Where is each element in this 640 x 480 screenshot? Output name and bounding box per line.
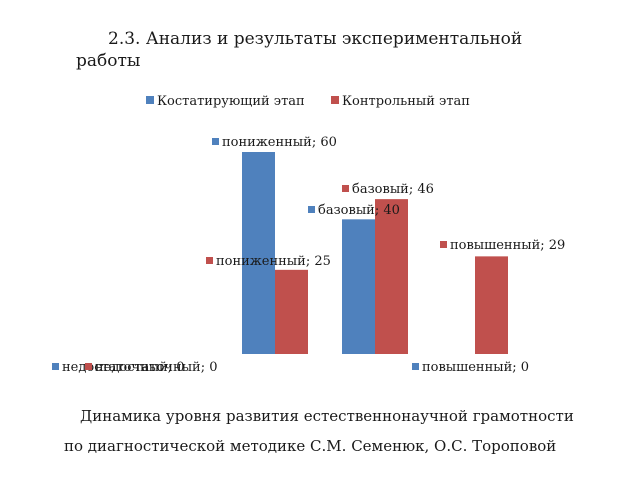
chart-legend: Костатирующий этап Контрольный этап: [146, 94, 470, 109]
data-label-text: базовый; 40: [318, 203, 400, 218]
data-label-text: базовый; 46: [352, 182, 434, 197]
data-label-базовый-series-2: базовый; 46: [342, 182, 434, 197]
data-label-text: повышенный; 29: [450, 238, 565, 253]
data-label-text: недостаточный; 0: [95, 360, 217, 375]
data-label-пониженный-series-1: пониженный; 60: [212, 135, 337, 150]
data-label-недостаточный-series-2: недостаточный; 0: [85, 360, 217, 375]
bar-пониженный-series-2: [275, 269, 308, 354]
data-label-marker: [412, 363, 419, 370]
chart-data-labels: недостаточный; 0 пониженный; 60 базовый; 4…: [52, 135, 565, 375]
data-label-marker: [342, 185, 349, 192]
bar-повышенный-series-2: [475, 256, 508, 354]
data-label-marker: [308, 206, 315, 213]
page-heading: 2.3. Анализ и результаты экспериментальн…: [76, 29, 523, 71]
data-label-повышенный-series-1: повышенный; 0: [412, 360, 529, 375]
legend-swatch-1: [146, 96, 154, 104]
data-label-marker: [212, 138, 219, 145]
data-label-marker: [52, 363, 59, 370]
legend-label-2: Контрольный этап: [342, 94, 470, 109]
data-label-базовый-series-1: базовый; 40: [308, 203, 400, 218]
data-label-text: пониженный; 25: [216, 254, 331, 269]
chart-caption-line-2: по диагностической методике С.М. Семенюк…: [64, 437, 557, 455]
bar-базовый-series-2: [375, 199, 408, 354]
data-label-повышенный-series-2: повышенный; 29: [440, 238, 565, 253]
data-label-marker: [206, 257, 213, 264]
data-label-text: недостаточный; 0: [62, 360, 184, 375]
data-label-недостаточный-series-1: недостаточный; 0: [52, 360, 184, 375]
data-label-marker: [85, 363, 92, 370]
data-label-marker: [440, 241, 447, 248]
chart-bars: [242, 152, 508, 354]
bar-пониженный-series-1: [242, 152, 275, 354]
data-label-text: повышенный; 0: [422, 360, 529, 375]
legend-label-1: Костатирующий этап: [157, 94, 305, 109]
chart-caption-line-1: Динамика уровня развития естественнонауч…: [80, 407, 574, 425]
bar-базовый-series-1: [342, 219, 375, 354]
data-label-пониженный-series-2: пониженный; 25: [206, 254, 331, 269]
legend-swatch-2: [331, 96, 339, 104]
data-label-text: пониженный; 60: [222, 135, 337, 150]
